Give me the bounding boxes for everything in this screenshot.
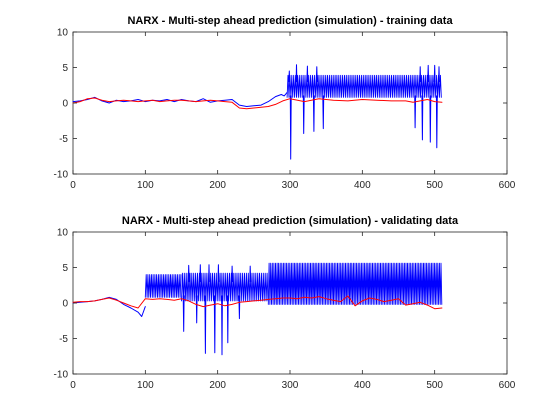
chart-title: NARX - Multi-step ahead prediction (simu… (127, 15, 453, 27)
series-1-spike (315, 66, 318, 83)
series-1-spike (208, 264, 210, 283)
x-tick-label: 600 (499, 380, 516, 391)
y-tick-label: -10 (54, 170, 69, 181)
y-tick-label: -10 (54, 370, 69, 381)
series-1-spike (187, 264, 190, 283)
series-1-oscillation (144, 274, 182, 298)
series-1-spike (288, 70, 291, 83)
x-tick-label: 500 (426, 180, 443, 191)
x-tick-label: 100 (137, 380, 154, 391)
series-1-spike (306, 65, 309, 83)
series-1-spike (221, 295, 223, 356)
y-tick-label: 10 (57, 28, 69, 39)
x-tick-label: 0 (70, 180, 76, 191)
series-1-spike (217, 264, 220, 283)
x-tick-label: 200 (209, 180, 226, 191)
series-1-spike (199, 264, 202, 283)
series-1-spike (226, 295, 229, 344)
x-tick-label: 600 (499, 180, 516, 191)
series-1-spike (435, 95, 438, 149)
series-1-spike (195, 295, 198, 324)
series-1-spike (438, 66, 440, 83)
y-tick-label: 0 (62, 299, 68, 310)
series-1-spike (302, 95, 305, 134)
series-2-line (72, 97, 443, 110)
x-tick-label: 300 (282, 180, 299, 191)
x-tick-label: 100 (137, 180, 154, 191)
series-1-spike (419, 66, 422, 83)
y-tick-label: 5 (62, 63, 68, 74)
x-tick-label: 400 (354, 380, 371, 391)
series-1-spike (295, 64, 298, 83)
series-1-spike (289, 95, 292, 160)
series-1-spike (249, 265, 252, 283)
series-2-line (72, 295, 443, 310)
chart-panel-2: 0 100 200 300 400 500 600 -10 -5 0 5 10 NARX - Multi… (54, 215, 516, 391)
series-1-spike (322, 95, 325, 130)
series-1-spike (238, 295, 241, 320)
series-1-spike (312, 95, 315, 132)
x-tick-label: 400 (354, 180, 371, 191)
series-1-spike (427, 64, 430, 83)
series-1-spike (433, 64, 436, 83)
y-tick-label: 0 (62, 99, 68, 110)
y-tick-label: -5 (59, 134, 68, 145)
x-tick-label: 300 (282, 380, 299, 391)
series-1-spike (421, 95, 424, 141)
series-1-spike (182, 295, 185, 332)
y-tick-label: 5 (62, 263, 68, 274)
plot-area (72, 231, 508, 375)
y-tick-label: -5 (59, 334, 68, 345)
series-1-spike (414, 95, 417, 129)
x-tick-label: 500 (426, 380, 443, 391)
series-1-oscillation (286, 74, 442, 98)
x-tick-label: 200 (209, 380, 226, 391)
y-tick-label: 10 (57, 228, 69, 239)
chart-panel-1: 0 100 200 300 400 500 600 -10 -5 0 5 10 NARX - Multi… (54, 15, 516, 191)
chart-title: NARX - Multi-step ahead prediction (simu… (122, 215, 459, 227)
x-tick-label: 0 (70, 380, 76, 391)
series-1-spike (213, 295, 216, 354)
series-1-spike (429, 95, 432, 143)
series-1-spike (231, 265, 234, 283)
series-1-oscillation (181, 272, 269, 302)
series-1-oscillation (267, 262, 443, 305)
series-1-spike (204, 295, 207, 354)
